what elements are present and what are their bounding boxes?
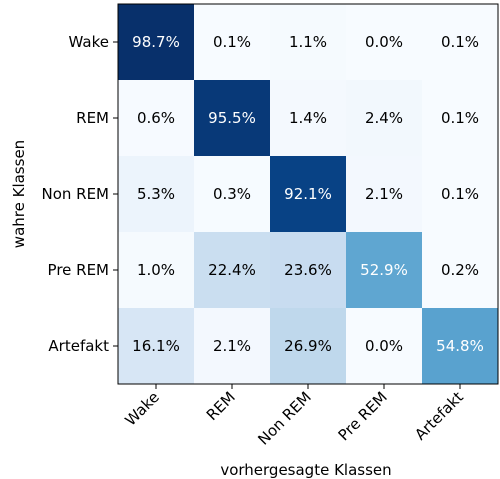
x-tick-label: Wake (121, 388, 162, 429)
heatmap-cell-label: 0.0% (365, 33, 403, 51)
y-axis-label: wahre Klassen (10, 140, 28, 248)
y-tick-label: Non REM (41, 185, 109, 203)
x-tick-label: Non REM (254, 388, 314, 448)
heatmap-cell-label: 0.1% (441, 109, 479, 127)
heatmap-cell-label: 0.3% (213, 185, 251, 203)
y-axis-ticks: Wake REM Non REM Pre REM Artefakt (41, 33, 118, 355)
y-tick-label: REM (76, 109, 109, 127)
heatmap-cell-label: 2.1% (365, 185, 403, 203)
heatmap-cell-label: 1.0% (137, 261, 175, 279)
heatmap-cell-label: 92.1% (284, 185, 332, 203)
x-tick-label: Artefakt (411, 388, 467, 444)
y-tick-label: Wake (69, 33, 109, 51)
heatmap-cell-label: 5.3% (137, 185, 175, 203)
x-axis-ticks: Wake REM Non REM Pre REM Artefakt (121, 384, 466, 449)
x-axis-label: vorhergesagte Klassen (220, 461, 391, 479)
heatmap-cell-label: 2.1% (213, 337, 251, 355)
heatmap-cell-label: 0.6% (137, 109, 175, 127)
heatmap-cell-label: 0.1% (441, 185, 479, 203)
heatmap-cell-label: 22.4% (208, 261, 256, 279)
heatmap-cell-label: 0.1% (213, 33, 251, 51)
heatmap-cell-label: 0.2% (441, 261, 479, 279)
heatmap-cell-label: 0.1% (441, 33, 479, 51)
heatmap-cell-label: 1.4% (289, 109, 327, 127)
heatmap-cell-label: 95.5% (208, 109, 256, 127)
heatmap-cell-label: 52.9% (360, 261, 408, 279)
y-tick-label: Pre REM (48, 261, 109, 279)
x-tick-label: REM (203, 388, 239, 424)
heatmap-cell-label: 2.4% (365, 109, 403, 127)
heatmap-cell-label: 54.8% (436, 337, 484, 355)
x-tick-label: Pre REM (335, 388, 391, 444)
heatmap-cell-label: 98.7% (132, 33, 180, 51)
heatmap-cell-label: 1.1% (289, 33, 327, 51)
y-tick-label: Artefakt (48, 337, 109, 355)
heatmap-cell-label: 23.6% (284, 261, 332, 279)
heatmap-cell-label: 16.1% (132, 337, 180, 355)
heatmap-cell-label: 26.9% (284, 337, 332, 355)
heatmap-cell-label: 0.0% (365, 337, 403, 355)
